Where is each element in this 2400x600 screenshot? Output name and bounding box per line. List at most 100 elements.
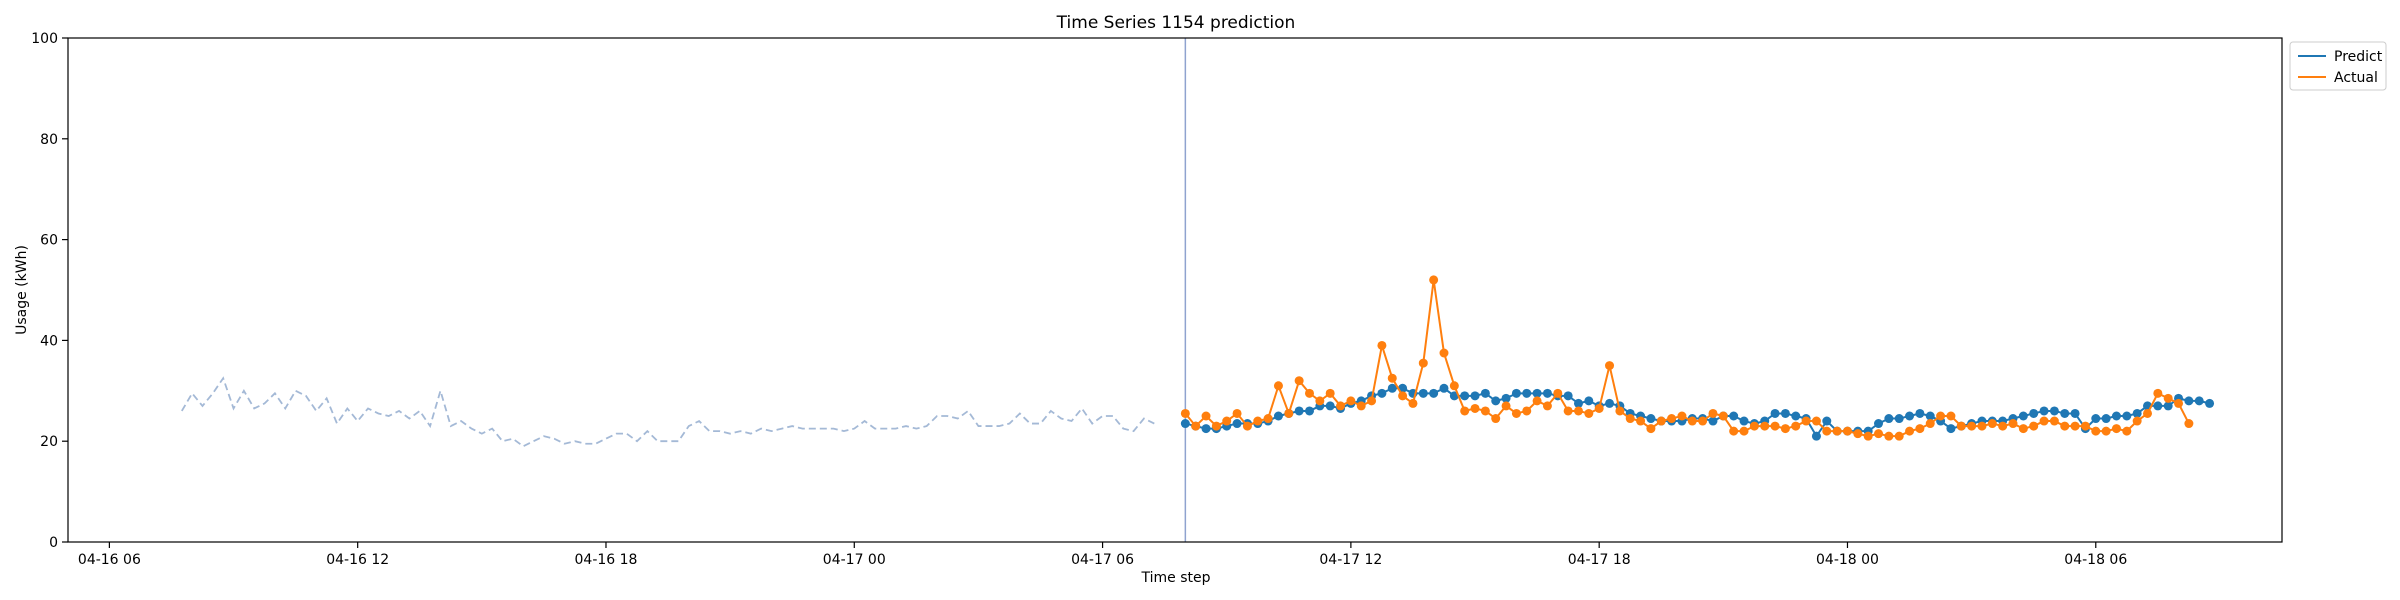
- predict-point: [1470, 391, 1480, 401]
- actual-point: [1977, 421, 1987, 431]
- x-tick-label: 04-17 12: [1319, 552, 1382, 568]
- actual-point: [2184, 419, 2194, 429]
- actual-point: [2091, 426, 2101, 436]
- actual-point: [1956, 421, 1966, 431]
- predict-point: [1822, 416, 1832, 426]
- actual-point: [1749, 421, 1759, 431]
- actual-point: [1677, 411, 1687, 421]
- actual-point: [1708, 408, 1718, 418]
- predict-point: [1791, 411, 1801, 421]
- predict-point: [1201, 424, 1211, 434]
- plot-background: [68, 38, 2282, 542]
- actual-point: [1294, 376, 1304, 386]
- actual-point: [1967, 421, 1977, 431]
- predict-point: [1429, 388, 1439, 398]
- actual-point: [1946, 411, 1956, 421]
- predict-point: [1563, 391, 1573, 401]
- predict-point: [1501, 393, 1511, 403]
- predict-point: [1874, 419, 1884, 429]
- actual-point: [1356, 401, 1366, 411]
- predict-point: [1460, 391, 1470, 401]
- actual-point: [1418, 358, 1428, 368]
- chart-title: Time Series 1154 prediction: [1056, 13, 1296, 33]
- predict-point: [1894, 414, 1904, 424]
- actual-point: [1263, 414, 1273, 424]
- actual-point: [1656, 416, 1666, 426]
- predict-point: [1542, 388, 1552, 398]
- predict-point: [1439, 383, 1449, 393]
- actual-point: [1905, 426, 1915, 436]
- predict-point: [2153, 401, 2163, 411]
- actual-point: [1770, 421, 1780, 431]
- predict-point: [1377, 388, 1387, 398]
- predict-point: [1646, 414, 1656, 424]
- predict-point: [1522, 388, 1532, 398]
- predict-point: [1811, 431, 1821, 441]
- predict-point: [1180, 419, 1190, 429]
- actual-point: [2101, 426, 2111, 436]
- actual-point: [1253, 416, 1263, 426]
- actual-point: [1874, 429, 1884, 439]
- predict-point: [1925, 411, 1935, 421]
- predict-point: [1532, 388, 1542, 398]
- actual-point: [2174, 398, 2184, 408]
- predict-point: [1480, 388, 1490, 398]
- predict-point: [1946, 424, 1956, 434]
- predict-point: [2163, 401, 2173, 411]
- predict-point: [2039, 406, 2049, 416]
- actual-point: [1584, 408, 1594, 418]
- actual-point: [1449, 381, 1459, 391]
- actual-point: [1594, 403, 1604, 413]
- series-actual: [1180, 275, 2194, 441]
- actual-point: [1439, 348, 1449, 358]
- predict-point: [1605, 398, 1615, 408]
- actual-point: [1811, 416, 1821, 426]
- actual-point: [2029, 421, 2039, 431]
- actual-point: [1346, 396, 1356, 406]
- predict-point: [1273, 411, 1283, 421]
- predict-point: [1232, 419, 1242, 429]
- predict-point: [1573, 398, 1583, 408]
- actual-point: [1760, 421, 1770, 431]
- actual-point: [1408, 398, 1418, 408]
- actual-point: [1718, 411, 1728, 421]
- predict-point: [1884, 414, 1894, 424]
- actual-point: [1232, 408, 1242, 418]
- x-tick-label: 04-16 18: [575, 552, 638, 568]
- actual-point: [1884, 431, 1894, 441]
- predict-point: [1304, 406, 1314, 416]
- actual-point: [1522, 406, 1532, 416]
- actual-point: [2080, 421, 2090, 431]
- actual-point: [1387, 373, 1397, 383]
- predict-point: [1915, 408, 1925, 418]
- x-tick-label: 04-18 00: [1816, 552, 1879, 568]
- actual-point: [1936, 411, 1946, 421]
- actual-point: [1325, 388, 1335, 398]
- actual-point: [2008, 419, 2018, 429]
- actual-point: [1180, 408, 1190, 418]
- history-series: [181, 38, 1187, 542]
- actual-point: [1532, 396, 1542, 406]
- legend: Predict Actual: [2289, 41, 2387, 91]
- plot-area: [68, 38, 2282, 542]
- actual-point: [2039, 416, 2049, 426]
- actual-point: [1636, 416, 1646, 426]
- actual-point: [1698, 416, 1708, 426]
- actual-point: [1791, 421, 1801, 431]
- actual-point: [1377, 340, 1387, 350]
- actual-point: [1284, 408, 1294, 418]
- actual-point: [1398, 391, 1408, 401]
- actual-point: [1729, 426, 1739, 436]
- legend-actual-label: Actual: [2334, 70, 2378, 86]
- y-tick-label: 100: [31, 31, 58, 47]
- y-tick-label: 20: [40, 434, 58, 450]
- y-axis-label: Usage (kWh): [14, 245, 30, 335]
- y-tick-label: 40: [40, 333, 58, 349]
- predict-point: [2101, 414, 2111, 424]
- predict-point: [2029, 408, 2039, 418]
- x-tick-label: 04-17 18: [1568, 552, 1631, 568]
- predict-point: [1780, 408, 1790, 418]
- actual-point: [1894, 431, 1904, 441]
- y-tick-label: 60: [40, 233, 58, 249]
- x-tick-label: 04-16 12: [326, 552, 389, 568]
